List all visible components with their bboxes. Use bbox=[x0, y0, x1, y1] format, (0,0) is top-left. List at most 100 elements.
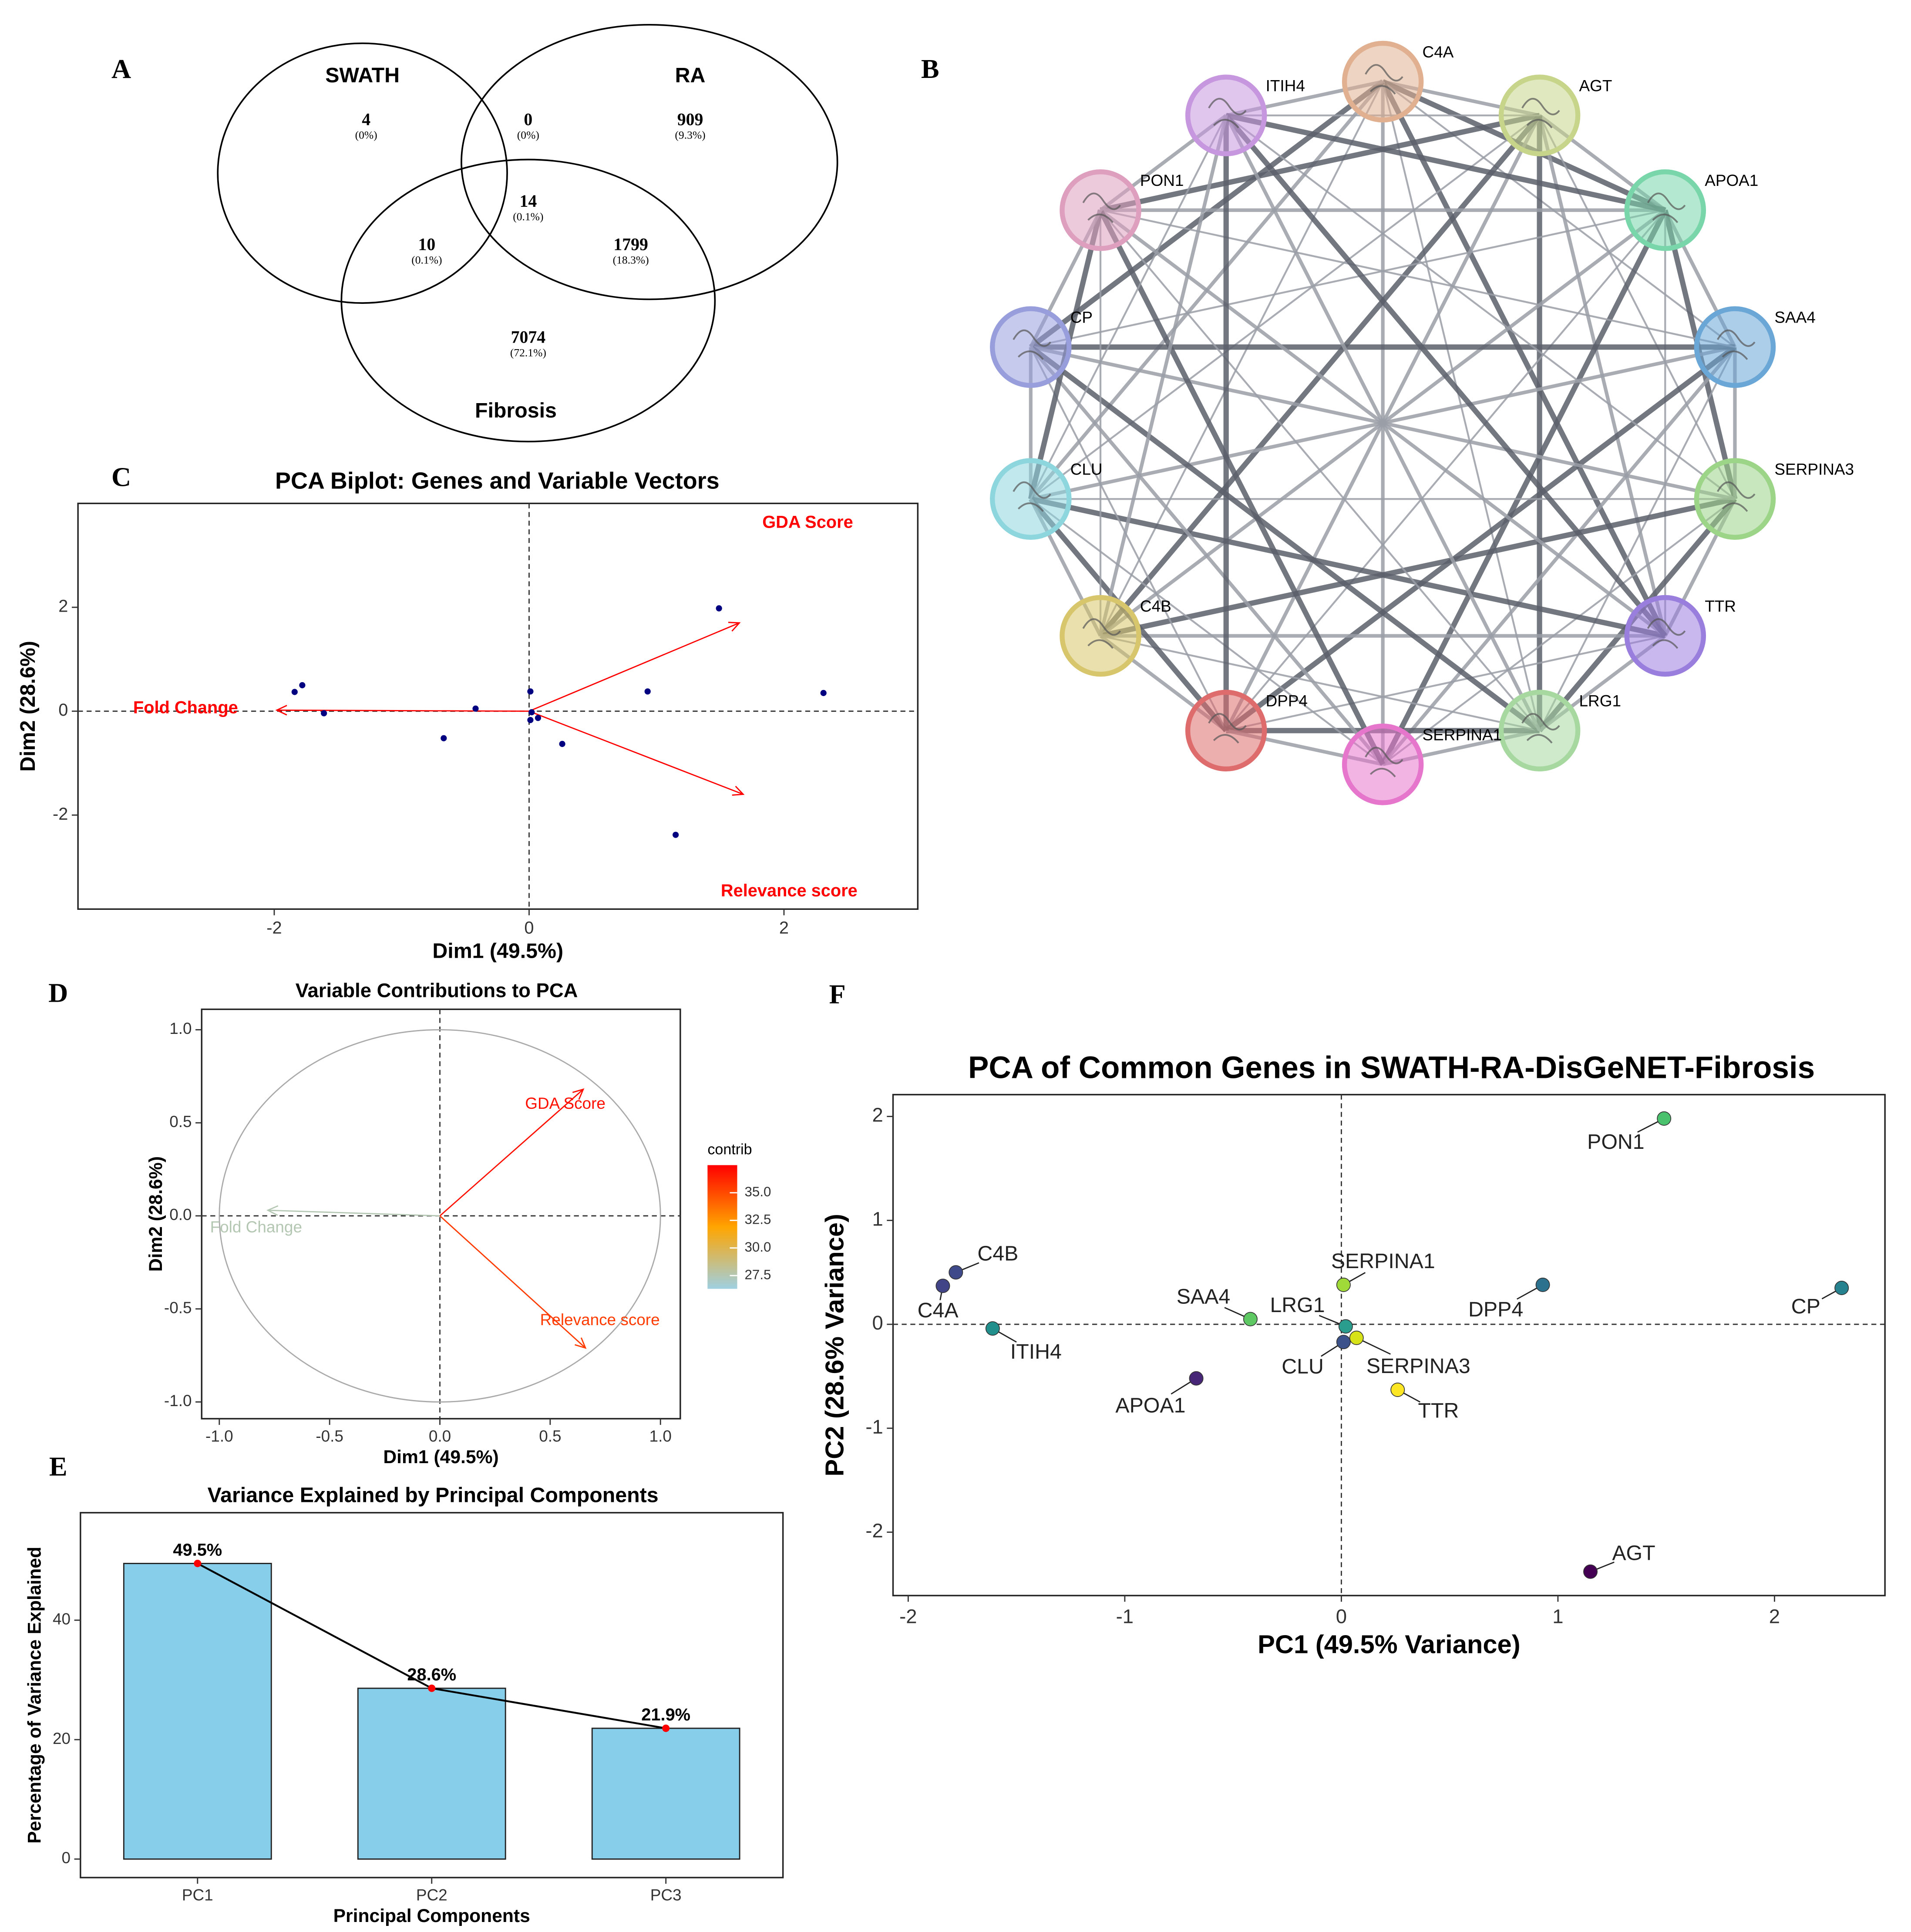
node bbox=[1498, 74, 1581, 156]
edge bbox=[1030, 114, 1540, 500]
edge bbox=[1100, 209, 1735, 348]
node-structure bbox=[1208, 98, 1247, 128]
point bbox=[535, 715, 542, 721]
point bbox=[1583, 1564, 1598, 1579]
x-tick-label: 0.5 bbox=[539, 1427, 561, 1445]
point bbox=[985, 1321, 1000, 1336]
x-tick-label: -1.0 bbox=[205, 1427, 233, 1445]
set-name: Fibrosis bbox=[475, 399, 557, 422]
node bbox=[1694, 458, 1776, 540]
edge bbox=[1029, 346, 1384, 766]
edge bbox=[1225, 345, 1737, 733]
point-label: LRG1 bbox=[1270, 1293, 1325, 1317]
colorbar-tick-label: 30.0 bbox=[745, 1239, 771, 1255]
vector bbox=[276, 709, 529, 712]
x-tick-label: PC1 bbox=[182, 1886, 213, 1904]
region-percent: (18.3%) bbox=[613, 253, 649, 266]
set-name: RA bbox=[675, 64, 706, 87]
node-structure bbox=[1013, 329, 1051, 360]
x-tick-label: 2 bbox=[779, 918, 789, 937]
y-tick-label: 2 bbox=[58, 597, 68, 616]
chart-title: PCA Biplot: Genes and Variable Vectors bbox=[275, 468, 720, 494]
y-axis-label: Dim2 (28.6%) bbox=[145, 1156, 166, 1272]
region-count: 4 bbox=[362, 110, 370, 129]
node-label: APOA1 bbox=[1705, 172, 1758, 189]
point-label: CLU bbox=[1282, 1355, 1324, 1378]
region-count: 909 bbox=[677, 110, 703, 129]
node bbox=[1624, 169, 1706, 251]
colorbar-tick-label: 27.5 bbox=[745, 1267, 771, 1282]
node-label: DPP4 bbox=[1266, 692, 1308, 710]
node bbox=[1060, 595, 1141, 677]
x-tick-label: -2 bbox=[899, 1605, 917, 1627]
vector-label: GDA Score bbox=[762, 512, 853, 532]
point bbox=[1336, 1277, 1351, 1292]
chart-title: Variance Explained by Principal Componen… bbox=[208, 1484, 659, 1507]
point bbox=[820, 690, 827, 697]
trend-point bbox=[194, 1559, 202, 1567]
value-label: 49.5% bbox=[173, 1541, 222, 1560]
panel-label: E bbox=[49, 1451, 67, 1482]
vector-head bbox=[732, 786, 745, 796]
x-tick-label: -0.5 bbox=[316, 1427, 343, 1445]
node bbox=[1342, 724, 1424, 805]
edge bbox=[1099, 115, 1228, 636]
x-tick-label: 0 bbox=[1336, 1605, 1347, 1627]
y-tick-label: 0 bbox=[58, 700, 68, 720]
panel-label: F bbox=[829, 979, 846, 1009]
point-label: PON1 bbox=[1587, 1130, 1645, 1154]
x-axis-label: Dim1 (49.5%) bbox=[383, 1447, 498, 1468]
point bbox=[321, 710, 327, 717]
value-label: 21.9% bbox=[641, 1705, 690, 1724]
edge bbox=[1029, 79, 1385, 350]
point bbox=[441, 735, 447, 741]
point bbox=[1834, 1281, 1849, 1296]
region-count: 7074 bbox=[511, 328, 546, 347]
y-tick-label: -1.0 bbox=[164, 1392, 192, 1410]
point bbox=[673, 831, 679, 838]
point-label: CP bbox=[1791, 1295, 1820, 1318]
node-label: AGT bbox=[1579, 77, 1612, 95]
edge bbox=[1380, 80, 1668, 637]
colorbar-tick-label: 32.5 bbox=[745, 1212, 771, 1227]
y-tick-label: 1 bbox=[872, 1208, 883, 1230]
edge bbox=[1380, 209, 1668, 766]
point bbox=[291, 689, 298, 695]
point bbox=[527, 717, 534, 724]
point-label: SERPINA1 bbox=[1331, 1249, 1435, 1273]
node bbox=[1185, 690, 1267, 771]
point bbox=[935, 1279, 950, 1293]
node-label: PON1 bbox=[1140, 172, 1184, 189]
node-label: CLU bbox=[1070, 461, 1103, 478]
edge bbox=[1538, 347, 1736, 731]
edge bbox=[1100, 496, 1736, 639]
trend-point bbox=[662, 1724, 670, 1732]
x-tick-label: 0.0 bbox=[429, 1427, 451, 1445]
x-axis-label: PC1 (49.5% Variance) bbox=[1258, 1629, 1521, 1659]
point bbox=[1349, 1330, 1364, 1345]
set-outline bbox=[340, 158, 716, 443]
node-structure bbox=[1082, 618, 1121, 649]
edge bbox=[1030, 115, 1227, 500]
y-tick-label: -2 bbox=[865, 1520, 883, 1542]
point-label: C4B bbox=[977, 1242, 1018, 1266]
chart-title: PCA of Common Genes in SWATH-RA-DisGeNET… bbox=[968, 1050, 1815, 1085]
region-count: 0 bbox=[524, 110, 532, 129]
vector-label: GDA Score bbox=[525, 1094, 606, 1112]
node-label: SERPINA1 bbox=[1423, 726, 1502, 744]
bar bbox=[123, 1563, 272, 1860]
node-structure bbox=[1647, 618, 1686, 649]
point-label: DPP4 bbox=[1468, 1298, 1523, 1321]
point bbox=[559, 740, 565, 747]
edge bbox=[1100, 635, 1540, 732]
y-axis-label: PC2 (28.6% Variance) bbox=[820, 1214, 849, 1477]
point bbox=[1338, 1319, 1353, 1334]
edge bbox=[1030, 498, 1383, 765]
colorbar-title: contrib bbox=[707, 1141, 752, 1158]
node-structure bbox=[1365, 747, 1403, 778]
node bbox=[1342, 40, 1424, 123]
region-count: 14 bbox=[519, 192, 537, 211]
node-structure bbox=[1716, 481, 1756, 512]
edge bbox=[1224, 114, 1667, 638]
